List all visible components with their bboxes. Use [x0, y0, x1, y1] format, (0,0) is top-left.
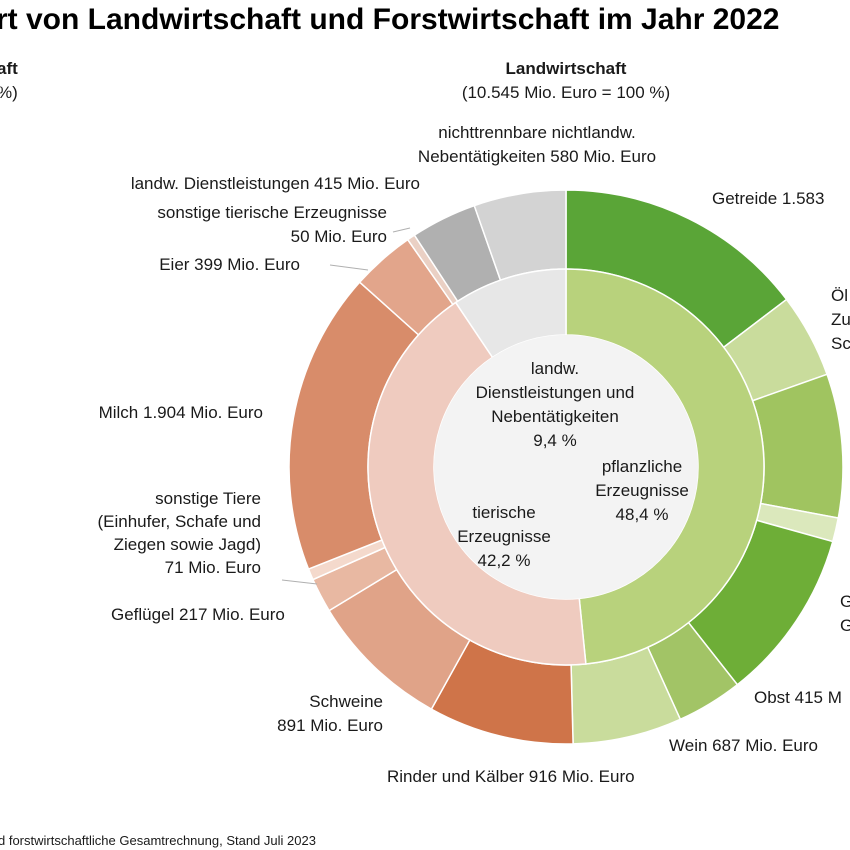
outer-label-1-line-2: Sc	[831, 334, 850, 353]
inner-ring	[367, 268, 765, 666]
outer-label-6-line-0: Wein 687 Mio. Euro	[669, 736, 818, 755]
inner-label-0-line-2: Nebentätigkeiten	[491, 407, 619, 426]
outer-label-9-line-0: Geflügel 217 Mio. Euro	[111, 605, 285, 624]
left-header-line1: aft	[0, 59, 18, 78]
subtitle-line1: Landwirtschaft	[506, 59, 627, 78]
outer-label-13-line-0: sonstige tierische Erzeugnisse	[157, 203, 387, 222]
outer-label-9: Geflügel 217 Mio. Euro	[111, 605, 285, 624]
source-note: d forstwirtschaftliche Gesamtrechnung, S…	[0, 833, 316, 848]
left-header-line2: %)	[0, 83, 18, 102]
outer-label-4-line-1: G	[840, 616, 850, 635]
inner-label-0-line-1: Dienstleistungen und	[476, 383, 635, 402]
outer-label-11-line-0: Milch 1.904 Mio. Euro	[99, 403, 263, 422]
outer-label-4-line-0: G	[840, 592, 850, 611]
outer-label-12: Eier 399 Mio. Euro	[159, 255, 300, 274]
inner-label-1-line-2: 48,4 %	[616, 505, 669, 524]
outer-label-0: Getreide 1.583	[712, 189, 824, 208]
outer-label-0-line-0: Getreide 1.583	[712, 189, 824, 208]
inner-label-0-line-0: landw.	[531, 359, 579, 378]
outer-label-1-line-0: Öl	[831, 286, 848, 305]
outer-label-10-line-1: (Einhufer, Schafe und	[97, 512, 261, 531]
outer-label-10-line-3: 71 Mio. Euro	[165, 558, 261, 577]
inner-label-2-line-2: 42,2 %	[478, 551, 531, 570]
outer-label-10-line-2: Ziegen sowie Jagd)	[114, 535, 261, 554]
chart-title: rt von Landwirtschaft und Forstwirtschaf…	[0, 3, 780, 36]
outer-label-5: Obst 415 M	[754, 688, 842, 707]
outer-label-7-line-0: Rinder und Kälber 916 Mio. Euro	[387, 767, 635, 786]
subtitle-line2: (10.545 Mio. Euro = 100 %)	[462, 83, 670, 102]
outer-label-15: nichttrennbare nichtlandw. Nebentätigkeit…	[418, 123, 656, 166]
leader-line-1	[329, 264, 369, 271]
outer-label-10: sonstige Tiere (Einhufer, Schafe und Ziege…	[97, 489, 261, 577]
outer-label-11: Milch 1.904 Mio. Euro	[99, 403, 263, 422]
outer-label-8-line-0: Schweine	[309, 692, 383, 711]
outer-label-14-line-0: landw. Dienstleistungen 415 Mio. Euro	[131, 174, 420, 193]
outer-labels: Getreide 1.583 Öl Zu Sc G G Obst 415 M Wein 687…	[97, 123, 850, 786]
outer-label-6: Wein 687 Mio. Euro	[669, 736, 818, 755]
inner-label-2-line-1: Erzeugnisse	[457, 527, 551, 546]
outer-label-10-line-0: sonstige Tiere	[155, 489, 261, 508]
outer-ring	[288, 189, 844, 745]
leader-line-0	[281, 579, 318, 585]
inner-label-1-line-0: pflanzliche	[602, 457, 682, 476]
inner-label-1-line-1: Erzeugnisse	[595, 481, 689, 500]
inner-label-2-line-0: tierische	[472, 503, 535, 522]
leader-line-2	[392, 227, 411, 233]
outer-label-13: sonstige tierische Erzeugnisse 50 Mio. Eu…	[157, 203, 387, 246]
outer-label-15-line-1: Nebentätigkeiten 580 Mio. Euro	[418, 147, 656, 166]
outer-label-12-line-0: Eier 399 Mio. Euro	[159, 255, 300, 274]
outer-label-1-line-1: Zu	[831, 310, 850, 329]
inner-label-2: tierische Erzeugnisse 42,2 %	[457, 503, 551, 570]
outer-label-15-line-0: nichttrennbare nichtlandw.	[438, 123, 636, 142]
outer-label-8: Schweine 891 Mio. Euro	[277, 692, 383, 735]
inner-label-0: landw. Dienstleistungen und Nebentätigkeit…	[476, 359, 635, 450]
inner-labels: landw. Dienstleistungen und Nebentätigkeit…	[457, 359, 689, 570]
outer-label-14: landw. Dienstleistungen 415 Mio. Euro	[131, 174, 420, 193]
inner-label-1: pflanzliche Erzeugnisse 48,4 %	[595, 457, 689, 524]
center-disc	[434, 335, 698, 599]
outer-label-1: Öl Zu Sc	[831, 286, 850, 353]
inner-label-0-line-3: 9,4 %	[533, 431, 576, 450]
outer-label-13-line-1: 50 Mio. Euro	[291, 227, 387, 246]
outer-label-5-line-0: Obst 415 M	[754, 688, 842, 707]
outer-label-8-line-1: 891 Mio. Euro	[277, 716, 383, 735]
outer-slice-2	[751, 373, 844, 519]
outer-label-7: Rinder und Kälber 916 Mio. Euro	[387, 767, 635, 786]
leader-lines	[281, 227, 411, 585]
